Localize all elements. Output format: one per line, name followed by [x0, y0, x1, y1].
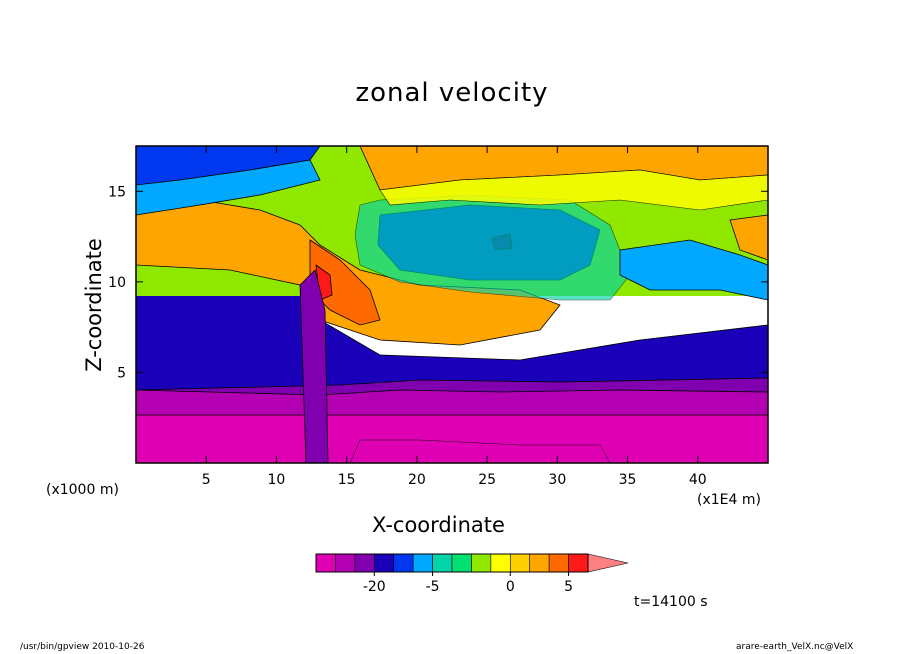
colorbar-cell	[373, 553, 395, 573]
x-axis: 5 10 15 20 25 30 35 40	[202, 146, 707, 488]
x-tick-label: 5	[202, 472, 211, 488]
right-cyan	[619, 239, 768, 301]
x-tick-label: 30	[548, 472, 566, 488]
x-tick-label: 15	[338, 472, 356, 488]
plot-frame	[135, 145, 769, 464]
top-left-cyan	[136, 159, 321, 216]
colorbar-cell	[490, 553, 511, 573]
x-unit-right: (x1E4 m)	[697, 492, 761, 508]
colorbar-cell	[432, 553, 453, 573]
x-unit-left: (x1000 m)	[46, 482, 119, 498]
colorbar-cell	[315, 553, 336, 573]
y-tick-label: 15	[108, 184, 126, 200]
footer-left: /usr/bin/gpview 2010-10-26	[20, 642, 145, 652]
right-orange	[729, 214, 768, 261]
colorbar-tick-label: -5	[426, 579, 440, 595]
colorbar-cell	[335, 553, 356, 573]
time-annotation: t=14100 s	[634, 594, 708, 610]
colorbar-cell	[509, 553, 531, 573]
x-tick-label: 35	[619, 472, 637, 488]
chart-title: zonal velocity	[355, 78, 549, 108]
y-tick-label: 10	[108, 275, 126, 291]
colorbar-frame	[315, 553, 589, 573]
colorbar-tick-label: -20	[363, 579, 386, 595]
y-axis-label: Z-coordinate	[82, 238, 106, 372]
bottom-magenta-blob	[349, 439, 611, 463]
colorbar-cell	[568, 553, 589, 573]
colorbar-tick-label: 5	[564, 579, 573, 595]
x-tick-label: 20	[408, 472, 426, 488]
colorbar: -20 -5 0 5	[315, 553, 629, 595]
contour-field	[136, 146, 768, 463]
colorbar-cell	[471, 553, 492, 573]
footer-right: arare-earth_VelX.nc@VelX	[736, 642, 854, 652]
valley-column	[299, 269, 329, 463]
x-tick-label: 40	[689, 472, 707, 488]
colorbar-cell	[412, 553, 433, 573]
colorbar-extension	[587, 553, 629, 573]
colorbar-cell	[354, 553, 375, 573]
colorbar-cell	[529, 553, 550, 573]
colorbar-cell	[548, 553, 569, 573]
x-axis-label: X-coordinate	[372, 513, 505, 537]
y-tick-label: 5	[117, 365, 126, 381]
top-right-yellow	[379, 169, 768, 211]
x-tick-label: 25	[478, 472, 496, 488]
y-axis: 5 10 15	[108, 184, 768, 381]
colorbar-cell	[393, 553, 414, 573]
colorbar-tick-label: 0	[506, 579, 515, 595]
colorbar-cell	[451, 553, 472, 573]
x-tick-label: 10	[268, 472, 286, 488]
